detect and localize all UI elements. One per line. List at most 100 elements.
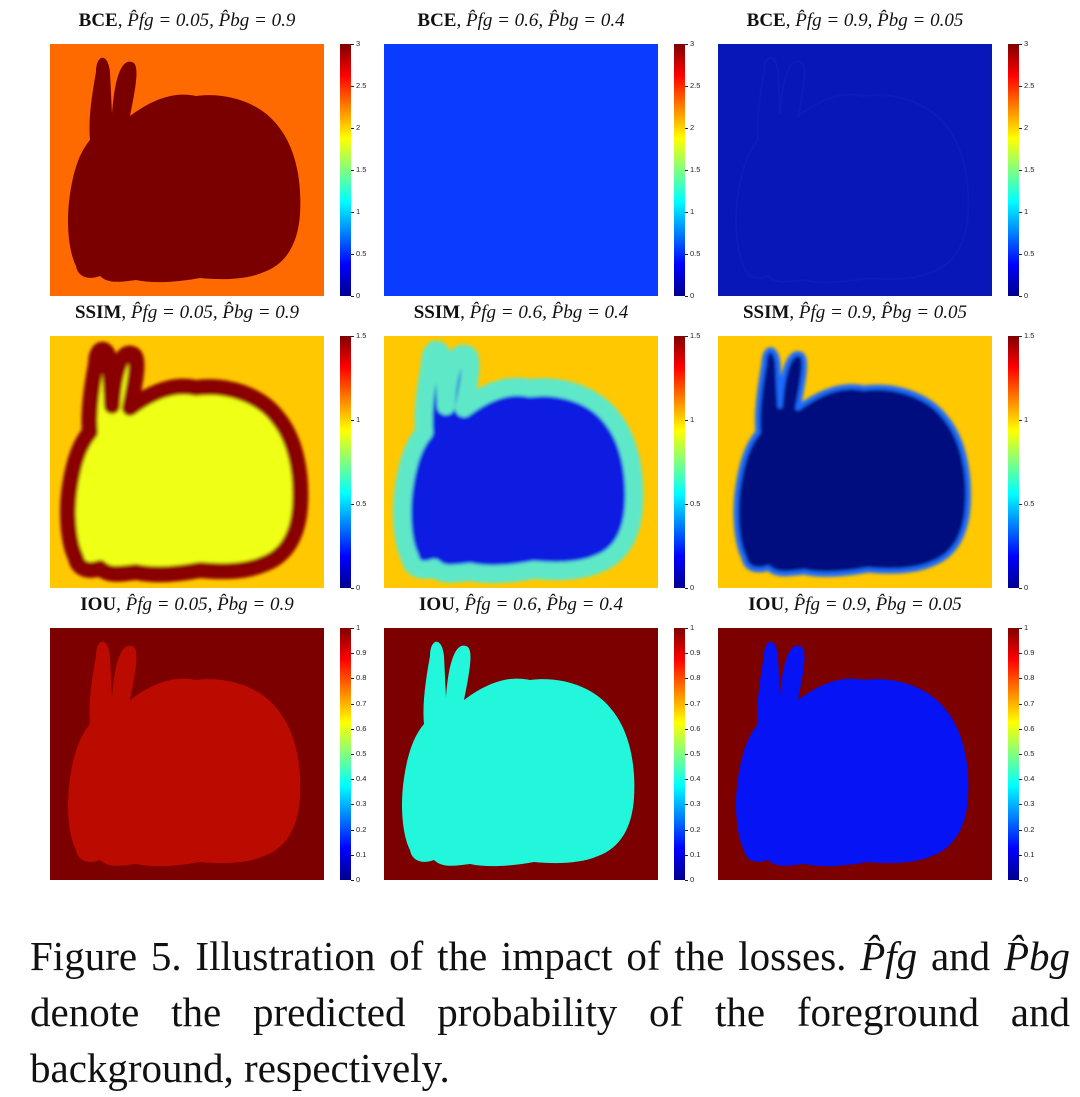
- colorbar-tick-label: 3: [356, 39, 361, 48]
- colorbar-tick-mark: [1019, 128, 1022, 129]
- colorbar-tick-mark: [1019, 336, 1022, 337]
- loss-name: SSIM: [74, 302, 122, 323]
- colorbar-tick-label: 0.2: [356, 824, 367, 834]
- panel-params: P̂fg = 0.6, P̂bg = 0.4: [465, 10, 625, 31]
- colorbar-tick-label: 1: [690, 207, 695, 216]
- colorbar-tick-label: 2.5: [690, 81, 701, 90]
- loss-name: IOU: [748, 594, 785, 615]
- colorbar-tick-label: 1.5: [356, 331, 367, 340]
- colorbar-tick-label: 0.9: [690, 648, 701, 658]
- colorbar-tick-mark: [1019, 880, 1022, 881]
- figure-caption: Figure 5. Illustration of the impact of …: [30, 928, 1070, 1096]
- colorbar-tick-mark: [351, 829, 354, 831]
- colorbar-tick-mark: [1019, 588, 1022, 589]
- colorbar-tick-mark: [685, 653, 688, 655]
- colorbar-tick-label: 0.7: [1024, 698, 1035, 708]
- colorbar-tick-label: 0.4: [356, 774, 367, 784]
- colorbar-tick-mark: [351, 420, 354, 421]
- colorbar-tick-label: 0.5: [690, 249, 701, 258]
- colorbar-tick-label: 1.5: [1024, 331, 1035, 340]
- colorbar-tick-mark: [685, 44, 688, 45]
- colorbar-tick-mark: [685, 212, 688, 213]
- panel-title: IOU, P̂fg = 0.6, P̂bg = 0.4: [418, 594, 624, 615]
- colorbar-tick-label: 0.8: [1024, 673, 1035, 683]
- colorbar-tick-label: 0.5: [1024, 749, 1035, 758]
- colorbar-tick-label: 0.6: [1024, 723, 1035, 733]
- colorbar-tick-label: 0: [1024, 291, 1029, 300]
- colorbar-tick-mark: [685, 504, 688, 505]
- colorbar-tick-label: 0.9: [1024, 648, 1035, 658]
- loss-name: IOU: [80, 594, 117, 615]
- colorbar-tick-label: 0.8: [690, 673, 701, 683]
- colorbar-tick-mark: [351, 880, 354, 881]
- colorbar: [1008, 336, 1019, 588]
- colorbar-tick-mark: [685, 804, 688, 806]
- caption-text-2: and: [930, 933, 991, 979]
- colorbar-tick-label: 0: [356, 875, 361, 884]
- colorbar-tick-label: 0.8: [356, 673, 367, 683]
- colorbar-tick-mark: [685, 829, 688, 831]
- colorbar-tick-label: 0: [356, 291, 361, 300]
- loss-map-image: [50, 628, 324, 880]
- panel-title: SSIM, P̂fg = 0.9, P̂bg = 0.05: [742, 302, 968, 323]
- colorbar-tick-label: 1: [1024, 623, 1029, 632]
- colorbar: [674, 628, 685, 880]
- caption-pfg: P̂fg: [860, 933, 918, 979]
- colorbar-tick-label: 0.5: [690, 749, 701, 758]
- panel-title: SSIM, P̂fg = 0.05, P̂bg = 0.9: [74, 302, 300, 323]
- colorbar-tick-label: 0.6: [690, 723, 701, 733]
- colorbar-tick-label: 1.5: [690, 331, 701, 340]
- colorbar-tick-label: 1: [356, 623, 361, 632]
- colorbar-tick-mark: [1019, 703, 1022, 705]
- colorbar-tick-mark: [1019, 504, 1022, 505]
- colorbar-tick-label: 0.5: [356, 249, 367, 258]
- colorbar-tick-mark: [1019, 86, 1022, 87]
- colorbar-tick-mark: [1019, 212, 1022, 213]
- colorbar: [1008, 628, 1019, 880]
- loss-name: IOU: [418, 594, 455, 615]
- loss-map-image: [384, 628, 658, 880]
- colorbar-tick-mark: [685, 703, 688, 705]
- colorbar-tick-mark: [351, 779, 354, 781]
- colorbar-tick-mark: [351, 336, 354, 337]
- colorbar-tick-label: 0.9: [356, 648, 367, 658]
- colorbar-tick-mark: [351, 804, 354, 806]
- colorbar-tick-label: 0.4: [1024, 774, 1035, 784]
- colorbar-tick-label: 1: [690, 623, 695, 632]
- colorbar-tick-mark: [685, 170, 688, 171]
- loss-name: SSIM: [742, 302, 790, 323]
- colorbar-tick-label: 0.4: [690, 774, 701, 784]
- colorbar-tick-mark: [351, 703, 354, 705]
- colorbar-tick-mark: [1019, 628, 1022, 629]
- loss-map-image: [384, 44, 658, 296]
- colorbar-tick-mark: [685, 296, 688, 297]
- colorbar-tick-label: 0.1: [1024, 849, 1035, 859]
- loss-name: BCE: [417, 10, 457, 31]
- colorbar-tick-label: 0.5: [690, 499, 701, 508]
- panel-params: P̂fg = 0.05, P̂bg = 0.9: [125, 594, 294, 615]
- colorbar-tick-label: 2: [1024, 123, 1029, 132]
- panel-title: SSIM, P̂fg = 0.6, P̂bg = 0.4: [413, 302, 629, 323]
- colorbar-tick-label: 0.1: [690, 849, 701, 859]
- colorbar-tick-mark: [685, 678, 688, 680]
- colorbar-tick-label: 0.7: [690, 698, 701, 708]
- colorbar-tick-mark: [351, 86, 354, 87]
- colorbar-tick-mark: [351, 44, 354, 45]
- colorbar: [340, 336, 351, 588]
- colorbar-tick-mark: [685, 754, 688, 755]
- colorbar-tick-mark: [1019, 804, 1022, 806]
- colorbar-tick-mark: [1019, 854, 1022, 856]
- colorbar-tick-mark: [1019, 170, 1022, 171]
- loss-map-image: [718, 628, 992, 880]
- colorbar-tick-mark: [351, 628, 354, 629]
- colorbar-tick-label: 2: [356, 123, 361, 132]
- colorbar-tick-label: 3: [690, 39, 695, 48]
- caption-pbg: P̂bg: [1004, 933, 1071, 979]
- caption-label: Figure 5.: [30, 933, 182, 979]
- colorbar-tick-label: 1.5: [356, 165, 367, 174]
- colorbar-tick-mark: [351, 588, 354, 589]
- colorbar-tick-mark: [685, 588, 688, 589]
- colorbar-tick-mark: [351, 254, 354, 255]
- panel-title: IOU, P̂fg = 0.05, P̂bg = 0.9: [80, 594, 294, 615]
- colorbar-tick-label: 0.5: [356, 749, 367, 758]
